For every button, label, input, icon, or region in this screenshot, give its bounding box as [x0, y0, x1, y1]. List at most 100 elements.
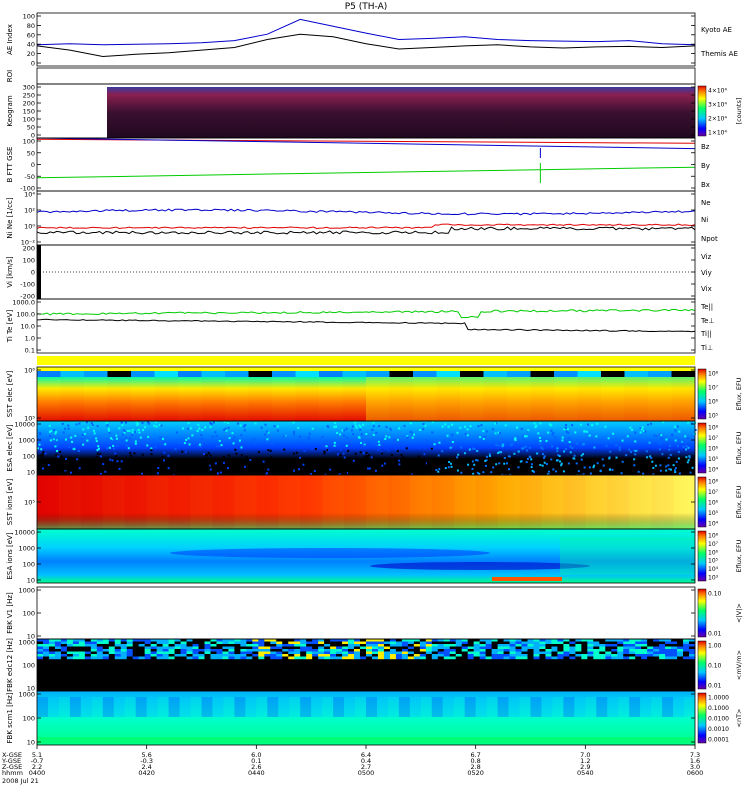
fbk-edc12-cell	[132, 649, 139, 652]
sst-elec-column	[436, 377, 460, 421]
fbk-edc12-cell	[360, 654, 367, 657]
colorbar-fbk_v1	[697, 588, 707, 638]
esa-elec-pixel	[551, 433, 554, 436]
esa-elec-pixel	[131, 434, 134, 437]
esa-elec-pixel	[188, 443, 191, 446]
fbk-edc12-cell	[312, 641, 319, 645]
fbk-edc12-cell	[665, 649, 672, 652]
esa-elec-pixel	[430, 447, 433, 450]
esa-elec-pixel	[557, 454, 560, 457]
fbk-edc12-cell	[509, 646, 516, 650]
fbk-edc12-cell	[467, 649, 474, 652]
fbk-edc12-cell	[545, 644, 552, 647]
colorbar-tick-esa_i: 10⁴	[708, 566, 719, 573]
esa-elec-pixel	[154, 467, 157, 470]
fbk-edc12-cell	[228, 644, 235, 647]
fbk-edc12-cell	[264, 641, 271, 645]
esa-elec-pixel	[52, 438, 55, 441]
colorbar-tick-esa_i: 10⁶	[708, 549, 719, 556]
esa-elec-pixel	[135, 421, 138, 424]
esa-elec-pixel	[206, 458, 209, 461]
esa-elec-pixel	[441, 450, 444, 453]
esa-elec-pixel	[471, 447, 474, 450]
esa-elec-pixel	[642, 430, 645, 433]
fbk-edc12-cell	[689, 656, 696, 660]
esa-elec-pixel	[228, 437, 231, 440]
fbk-edc12-cell	[192, 651, 199, 655]
fbk-edc12-cell	[60, 656, 68, 660]
fbk-edc12-cell	[150, 649, 157, 652]
fbk-edc12-cell	[120, 656, 128, 660]
fbk-edc12-cell	[653, 651, 660, 655]
esa-elec-pixel	[326, 441, 329, 444]
esa-elec-pixel	[359, 441, 362, 444]
esa-elec-pixel	[547, 431, 550, 434]
fbk-edc12-cell	[449, 639, 457, 642]
esa-elec-pixel	[175, 431, 178, 434]
esa-elec-pixel	[53, 429, 56, 432]
esa-elec-pixel	[555, 459, 558, 462]
fbk-edc12-cell	[659, 639, 666, 642]
sst-elec-top-bin	[60, 371, 84, 377]
fbk-edc12-cell	[198, 644, 205, 647]
fbk-edc12-cell	[150, 646, 157, 650]
legend-bfield: Bx	[701, 181, 710, 189]
esa-elec-pixel	[339, 454, 342, 457]
sst-elec-column	[530, 377, 554, 421]
fbk-edc12-cell	[515, 651, 522, 655]
sst-elec-top-bin	[84, 371, 108, 377]
esa-elec-pixel	[83, 432, 86, 435]
esa-elec-pixel	[254, 422, 257, 425]
esa-elec-pixel	[121, 439, 124, 442]
fbk-v1-spectrogram	[37, 587, 695, 639]
fbk-edc12-cell	[635, 646, 642, 650]
ytick-label-fbk_scm1: 1000	[18, 691, 35, 699]
fbk-edc12-cell	[162, 644, 169, 647]
esa-elec-pixel	[365, 432, 368, 435]
xtick-label-z: 3.0	[690, 763, 700, 771]
esa-elec-pixel	[485, 459, 488, 462]
fbk-edc12-cell	[318, 656, 325, 660]
esa-elec-pixel	[54, 432, 57, 435]
colorbar-tick-esa_e: 10⁴	[708, 467, 719, 474]
esa-elec-pixel	[608, 457, 611, 460]
fbk-edc12-cell	[222, 646, 229, 650]
esa-elec-pixel	[435, 468, 438, 471]
fbk-edc12-cell	[455, 644, 463, 647]
esa-elec-pixel	[558, 455, 561, 458]
fbk-edc12-cell	[336, 656, 343, 660]
esa-elec-pixel	[86, 439, 89, 442]
fbk-edc12-cell	[623, 641, 630, 645]
esa-elec-pixel	[223, 429, 226, 432]
esa-elec-pixel	[612, 432, 615, 435]
fbk-scm1-column	[431, 697, 443, 717]
fbk-edc12-cell	[653, 656, 660, 660]
esa-elec-pixel	[102, 463, 105, 466]
fbk-scm1-column	[69, 697, 81, 717]
esa-elec-pixel	[569, 439, 572, 442]
esa-elec-pixel	[437, 470, 440, 473]
fbk-edc12-cell	[90, 639, 98, 642]
ytick-label-ae: 100	[23, 13, 35, 21]
fbk-edc12-cell	[527, 651, 534, 655]
esa-elec-pixel	[318, 459, 321, 462]
esa-elec-pixel	[472, 472, 475, 475]
fbk-edc12-cell	[437, 656, 445, 660]
fbk-edc12-cell	[581, 654, 588, 657]
esa-elec-pixel	[652, 473, 655, 476]
esa-elec-pixel	[292, 433, 295, 436]
fbk-edc12-cell	[156, 654, 163, 657]
esa-elec-pixel	[293, 469, 296, 472]
fbk-edc12-cell	[150, 651, 157, 655]
colorbar-tick-fbk_edc12: 0.01	[708, 683, 722, 690]
fbk-edc12-cell	[617, 651, 624, 655]
fbk-edc12-cell	[527, 644, 534, 647]
esa-elec-pixel	[172, 459, 175, 462]
fbk-edc12-cell	[156, 641, 163, 645]
esa-elec-pixel	[88, 468, 91, 471]
fbk-edc12-cell	[395, 656, 403, 660]
fbk-edc12-cell	[294, 646, 301, 650]
fbk-edc12-cell	[647, 651, 654, 655]
xtick-label-time: 0600	[687, 769, 704, 777]
esa-elec-pixel	[634, 431, 637, 434]
